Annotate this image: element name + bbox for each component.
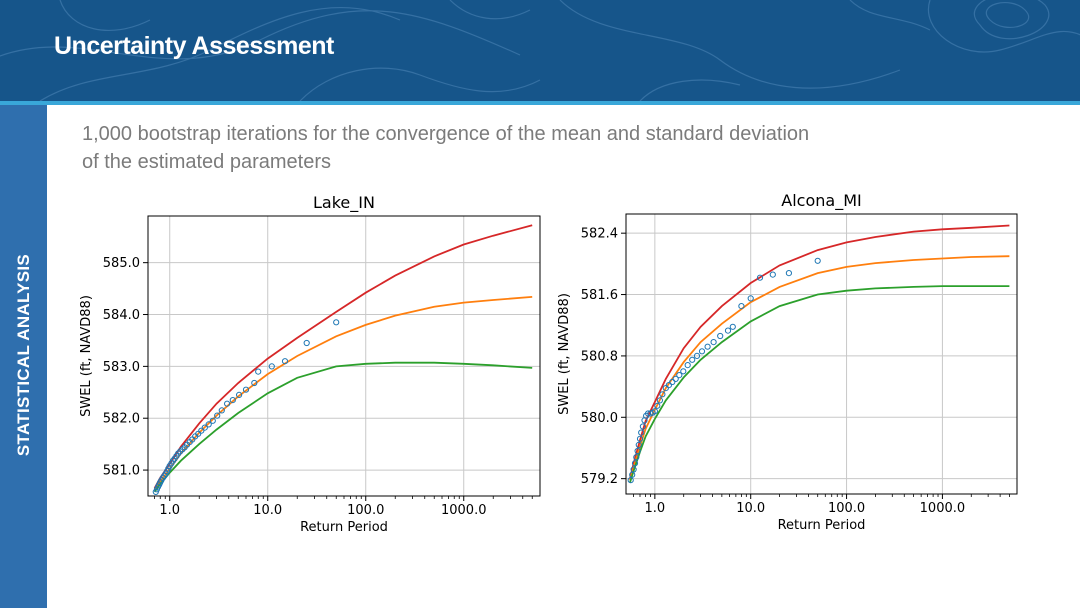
plot-frame: [147, 215, 541, 497]
observed-point: [680, 368, 687, 375]
x-axis-label: Return Period: [778, 518, 866, 533]
observed-point: [654, 402, 661, 409]
observed-point: [303, 339, 310, 347]
y-tick-label: 584.0: [103, 308, 140, 323]
observed-point: [651, 408, 659, 415]
series-line-lower: [629, 285, 1010, 483]
y-tick-label: 585.0: [103, 256, 140, 271]
observed-point: [214, 412, 221, 419]
observed-point: [689, 356, 696, 363]
observed-point: [676, 372, 683, 379]
observed-point: [281, 358, 289, 365]
slide-title: Uncertainty Assessment: [54, 32, 334, 60]
observed-point: [255, 368, 262, 375]
y-axis-label: SWEL (ft, NAVD88): [79, 295, 94, 417]
observed-point: [814, 257, 821, 264]
observed-point: [704, 343, 711, 350]
observed-point: [195, 430, 202, 437]
subtitle-line-1: 1,000 bootstrap iterations for the conve…: [82, 123, 810, 145]
observed-point: [785, 270, 792, 277]
subtitle-line-2: of the estimated parameters: [82, 151, 332, 173]
series-line-mean: [629, 255, 1010, 481]
observed-point: [724, 327, 732, 334]
plot-frame: [625, 213, 1018, 495]
x-tick-label: 1.0: [645, 501, 666, 516]
observed-point: [738, 303, 745, 310]
observed-point: [698, 348, 706, 355]
observed-point: [672, 375, 679, 382]
observed-point: [639, 423, 647, 430]
observed-point: [747, 295, 754, 302]
observed-point: [638, 429, 645, 436]
chart-title: Lake_IN: [313, 193, 375, 213]
y-tick-label: 582.4: [581, 227, 618, 242]
observed-point: [729, 323, 736, 330]
chart-alcona-mi: 1.0 10.0 100.0 1000.0 579.2 580.0 580.8 581.6 58…: [557, 191, 1018, 533]
plot-area: [148, 216, 540, 496]
observed-point: [634, 447, 641, 455]
y-tick-label: 583.0: [103, 360, 140, 375]
observed-point: [209, 417, 216, 424]
series-line-upper: [153, 224, 533, 489]
observed-point: [242, 386, 250, 393]
observed-point: [201, 424, 208, 431]
observed-point: [669, 378, 676, 386]
observed-point: [717, 332, 724, 340]
x-tick-label: 100.0: [828, 501, 865, 516]
y-tick-label: 579.2: [581, 472, 618, 487]
observed-point: [205, 421, 212, 428]
chart-lake-in: 1.0 10.0 100.0 1000.0 581.0 582.0 583.0 584.0 58…: [79, 193, 541, 535]
header-accent-rule: [0, 101, 1080, 105]
x-tick-label: 10.0: [253, 503, 282, 518]
observed-point: [224, 400, 231, 407]
sidebar-label: STATISTICAL ANALYSIS: [14, 253, 33, 457]
observed-point: [633, 454, 640, 461]
observed-point: [635, 441, 642, 448]
x-tick-label: 1.0: [159, 503, 180, 518]
observed-point: [218, 407, 225, 414]
y-tick-label: 582.0: [103, 412, 140, 427]
observed-point: [236, 391, 243, 398]
slide-subtitle: 1,000 bootstrap iterations for the conve…: [82, 120, 882, 176]
y-tick-label: 581.6: [581, 288, 618, 303]
x-tick-label: 100.0: [347, 503, 384, 518]
observed-point: [665, 382, 673, 389]
x-axis-label: Return Period: [300, 520, 388, 535]
observed-point: [198, 427, 205, 434]
observed-point: [627, 477, 634, 484]
x-tick-label: 1000.0: [920, 501, 966, 516]
chart-title: Alcona_MI: [781, 191, 861, 211]
observed-point: [636, 435, 644, 442]
observed-point: [656, 397, 664, 404]
section-sidebar: [0, 105, 47, 608]
slide-header: Uncertainty Assessment: [0, 0, 1080, 101]
observed-point: [631, 460, 639, 467]
observed-point: [659, 391, 666, 398]
observed-point: [769, 271, 776, 278]
gridlines: [148, 216, 540, 496]
y-tick-label: 580.0: [581, 411, 618, 426]
series-line-lower: [153, 361, 533, 493]
observed-point: [333, 319, 340, 326]
observed-point: [684, 362, 691, 369]
observed-point: [756, 274, 764, 281]
x-tick-label: 10.0: [736, 501, 765, 516]
observed-point: [630, 466, 637, 473]
y-axis-label: SWEL (ft, NAVD88): [557, 293, 572, 415]
observed-point: [268, 363, 275, 370]
plot-area: [626, 214, 1017, 494]
observed-point: [645, 410, 652, 417]
observed-point: [251, 379, 258, 387]
observed-point: [693, 352, 701, 359]
observed-point: [229, 397, 236, 404]
observed-point: [710, 339, 717, 346]
x-tick-label: 1000.0: [441, 503, 487, 518]
topographic-contour-pattern: [0, 0, 1080, 101]
y-tick-label: 580.8: [581, 349, 618, 364]
y-tick-label: 581.0: [103, 464, 140, 479]
